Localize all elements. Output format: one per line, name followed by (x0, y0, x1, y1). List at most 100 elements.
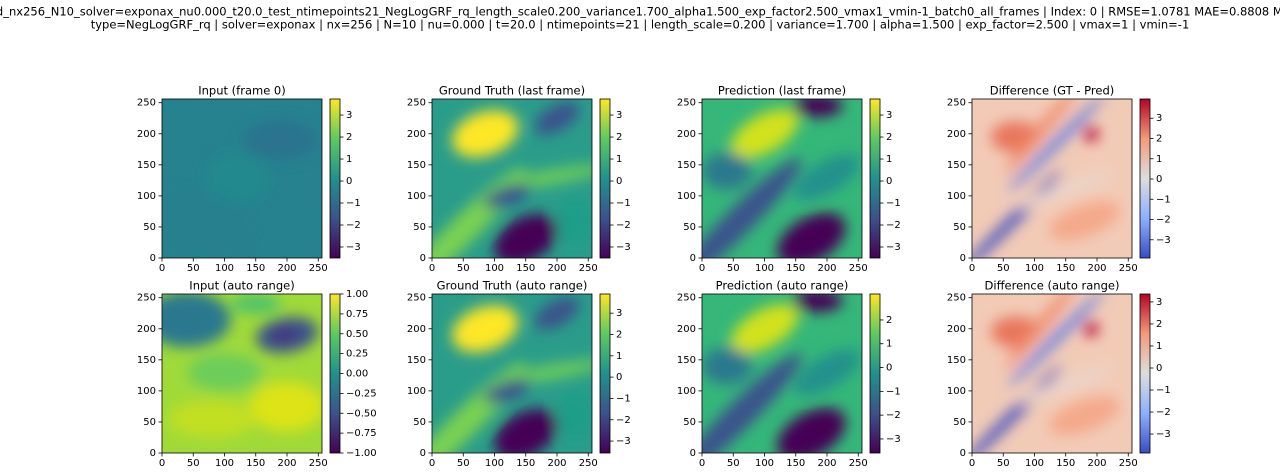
colorbar-tick-label: 2 (616, 132, 622, 143)
colorbar-tick-label: 0.00 (346, 369, 368, 380)
y-tick-label: 100 (407, 191, 426, 202)
x-tick-label: 0 (699, 263, 705, 274)
y-tick-label: 0 (960, 253, 966, 264)
y-tick-label: 0 (690, 448, 696, 459)
x-tick-label: 50 (457, 263, 470, 274)
x-tick-label: 100 (485, 263, 504, 274)
field-blob (702, 158, 802, 258)
field-blob (1018, 171, 1113, 208)
field-blob (1004, 99, 1077, 174)
x-tick-label: 150 (516, 263, 535, 274)
field-blob (205, 152, 269, 203)
x-tick-label: 0 (699, 458, 705, 469)
y-tick-label: 0 (420, 253, 426, 264)
x-tick-label: 150 (786, 458, 805, 469)
image-field (162, 294, 322, 438)
field-blob (777, 212, 846, 258)
y-tick-label: 50 (413, 417, 426, 428)
x-tick-label: 50 (727, 458, 740, 469)
colorbar-tick-label: 0 (616, 176, 622, 187)
y-tick-label: 250 (677, 98, 696, 109)
colorbar-tick-label: 0 (886, 363, 892, 374)
x-tick-label: 50 (997, 263, 1010, 274)
y-tick-label: 50 (683, 417, 696, 428)
colorbar-tick-label: 1 (886, 154, 892, 165)
colorbar-tick-label: −1 (1156, 194, 1171, 205)
x-tick-label: 200 (817, 263, 836, 274)
y-tick-label: 250 (137, 293, 156, 304)
x-tick-label: 100 (755, 263, 774, 274)
x-tick-label: 100 (1025, 458, 1044, 469)
axes-frame (971, 98, 1133, 259)
colorbar-tick-label: 1.00 (346, 289, 368, 300)
colorbar-tick-label: −2 (886, 410, 901, 421)
x-tick-label: 0 (429, 263, 435, 274)
y-tick-label: 0 (960, 448, 966, 459)
field-blob (1007, 99, 1105, 192)
x-tick-label: 150 (246, 263, 265, 274)
x-tick-label: 150 (246, 458, 265, 469)
heatmap-image (702, 294, 862, 453)
colorbar-tick-label: 0.25 (346, 349, 368, 360)
field-blob (1083, 321, 1099, 337)
field-blob (483, 184, 531, 208)
x-tick-label: 250 (309, 263, 328, 274)
colorbar-tick-label: 1 (1156, 341, 1162, 352)
x-tick-label: 0 (159, 263, 165, 274)
x-tick-label: 150 (786, 263, 805, 274)
colorbar-tick-label: 0 (886, 176, 892, 187)
colorbar-tick-label: 0 (616, 372, 622, 383)
field-blob (792, 294, 843, 313)
image-field (432, 101, 592, 258)
axes-title: Prediction (last frame) (718, 84, 846, 98)
field-blob (249, 381, 322, 432)
x-tick-label: 50 (457, 458, 470, 469)
x-tick-label: 100 (485, 458, 504, 469)
x-tick-label: 100 (1025, 263, 1044, 274)
colorbar-tick-label: −2 (346, 220, 361, 231)
y-tick-label: 100 (137, 191, 156, 202)
axes-title: Ground Truth (last frame) (439, 84, 585, 98)
image-field (162, 121, 319, 252)
y-tick-label: 100 (947, 386, 966, 397)
axes-frame (701, 98, 863, 259)
figure-title: Dataset: dim2d_nx256_N10_solver=exponax_… (0, 5, 1280, 19)
field-blob (243, 121, 319, 159)
field-blob (1083, 126, 1099, 142)
colorbar-tick-label: −2 (886, 220, 901, 231)
field-blob (162, 294, 231, 348)
colorbar-tick-label: 1 (1156, 154, 1162, 165)
x-tick-label: 0 (969, 263, 975, 274)
field-blob (495, 360, 592, 385)
image-field (972, 99, 1121, 258)
axes-title: Difference (auto range) (985, 279, 1120, 293)
colorbar-tick-label: 2 (616, 329, 622, 340)
x-tick-label: 0 (159, 458, 165, 469)
y-tick-label: 0 (150, 448, 156, 459)
colorbar (1139, 98, 1151, 259)
axes-frame (971, 293, 1133, 454)
axes-title: Input (frame 0) (198, 84, 285, 98)
colorbar-tick-label: 0.75 (346, 309, 368, 320)
colorbar-tick-label: −3 (616, 242, 631, 253)
colorbar-tick-label: −1.00 (346, 448, 377, 459)
colorbar-tick-label: 0 (346, 176, 352, 187)
colorbar-tick-label: −3 (886, 242, 901, 253)
field-blob (730, 109, 799, 159)
y-tick-label: 50 (953, 222, 966, 233)
y-tick-label: 250 (677, 293, 696, 304)
field-blob (451, 305, 519, 353)
x-tick-label: 100 (215, 263, 234, 274)
field-blob (1048, 201, 1121, 241)
y-tick-label: 0 (420, 448, 426, 459)
x-tick-label: 150 (516, 458, 535, 469)
colorbar-tick-label: −1 (346, 198, 361, 209)
colorbar-tick-label: 3 (1156, 113, 1162, 124)
field-blob (702, 353, 802, 453)
colorbar-tick-label: 3 (1156, 297, 1162, 308)
colorbar-tick-label: 2 (1156, 319, 1162, 330)
heatmap-image (162, 99, 322, 258)
colorbar-tick-label: −0.50 (346, 408, 377, 419)
field-blob (557, 195, 592, 246)
